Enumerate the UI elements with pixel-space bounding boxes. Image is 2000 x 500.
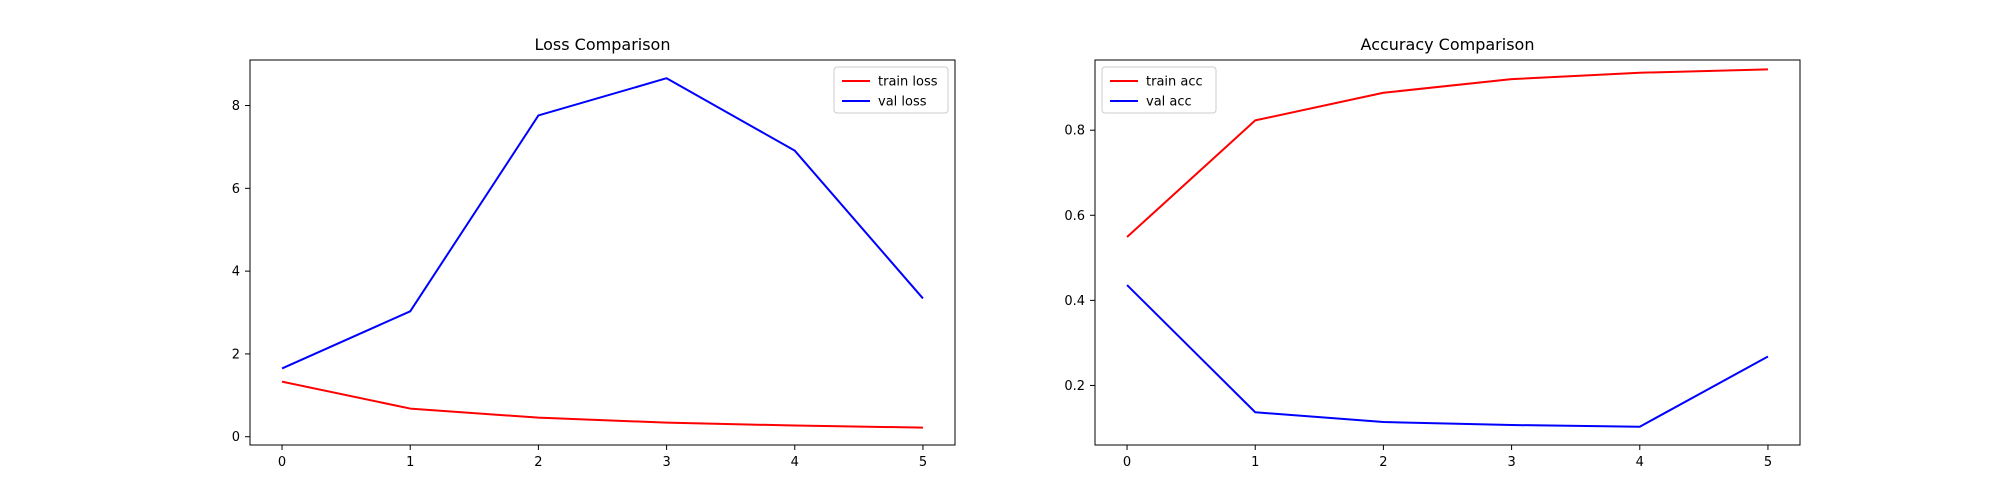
chart-2-xtick-1-label: 1 xyxy=(1251,455,1259,470)
chart-2-series-2-line xyxy=(1126,284,1769,428)
chart-2-ytick-1-label: 0.4 xyxy=(1064,294,1085,309)
chart-2-xtick-2-label: 2 xyxy=(1379,455,1387,470)
chart-1-series-2-line xyxy=(281,77,924,370)
chart-1-ytick-1-label: 2 xyxy=(232,347,240,362)
chart-1-xtick-0-label: 0 xyxy=(278,455,286,470)
chart-2-legend-1-label: train acc xyxy=(1146,75,1203,90)
chart-1-xtick-1-label: 1 xyxy=(406,455,414,470)
chart-1: Loss Comparison 0 1 2 3 4 5 0 2 4 6 8 train loss val … xyxy=(232,35,956,470)
chart-1-ytick-0-label: 0 xyxy=(232,430,240,445)
chart-1-ytick-2-label: 4 xyxy=(232,265,240,280)
chart-2-axes-frame xyxy=(1094,59,1801,446)
chart-1-legend-2-label: val loss xyxy=(878,95,927,110)
chart-2-ytick-0-label: 0.2 xyxy=(1064,379,1085,394)
chart-1-xtick-2-label: 2 xyxy=(534,455,542,470)
chart-2-xtick-5-label: 5 xyxy=(1764,455,1772,470)
chart-1-xtick-4-label: 4 xyxy=(791,455,799,470)
chart-2-xtick-3-label: 3 xyxy=(1507,455,1515,470)
chart-2-xtick-0-label: 0 xyxy=(1123,455,1131,470)
chart-2-ytick-2-label: 0.6 xyxy=(1064,209,1085,224)
chart-2: Accuracy Comparison 0 1 2 3 4 5 0.2 0.4 0.6 0.8 tra… xyxy=(1064,35,1801,470)
chart-2-xtick-4-label: 4 xyxy=(1636,455,1644,470)
chart-2-title: Accuracy Comparison xyxy=(1361,35,1535,54)
chart-1-ytick-4-label: 8 xyxy=(232,99,240,114)
chart-1-ytick-3-label: 6 xyxy=(232,182,240,197)
chart-1-axes-frame xyxy=(249,59,956,446)
chart-2-legend-2-label: val acc xyxy=(1146,95,1192,110)
chart-1-legend-1-label: train loss xyxy=(878,75,938,90)
chart-2-ytick-3-label: 0.8 xyxy=(1064,124,1085,139)
chart-1-series-1-line xyxy=(281,380,923,429)
chart-2-series-1-line xyxy=(1126,68,1768,238)
chart-1-legend: train loss val loss xyxy=(833,66,949,114)
chart-1-xtick-5-label: 5 xyxy=(919,455,927,470)
chart-1-title: Loss Comparison xyxy=(535,35,671,54)
chart-2-legend: train acc val acc xyxy=(1101,66,1217,114)
chart-1-xtick-3-label: 3 xyxy=(662,455,670,470)
